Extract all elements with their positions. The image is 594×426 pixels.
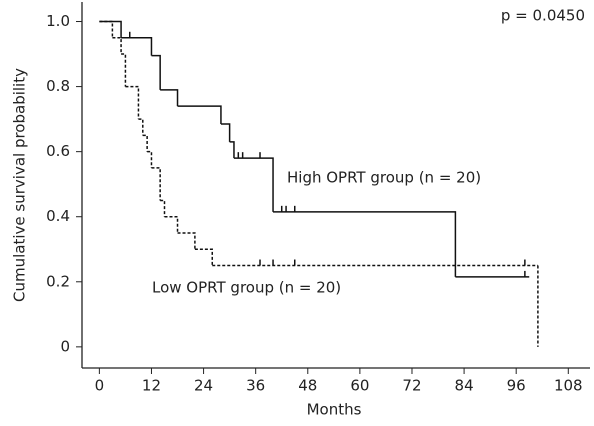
survival-step: [177, 232, 196, 250]
survival-step: [121, 37, 153, 56]
x-tick-label: 48: [298, 377, 317, 395]
x-tick-label: 0: [95, 377, 105, 395]
y-tick-label: 0.2: [46, 272, 70, 290]
p-value: p = 0.0450: [501, 7, 585, 25]
x-tick-label: 60: [350, 377, 369, 395]
x-tick-label: 96: [507, 377, 526, 395]
survival-step: [164, 215, 179, 233]
survival-step: [229, 141, 235, 159]
x-tick-label: 24: [194, 377, 213, 395]
survival-step: [160, 199, 166, 217]
survival-step: [138, 118, 144, 136]
y-tick-label: 0: [60, 337, 70, 355]
survival-step: [99, 20, 114, 38]
survival-step: [177, 105, 222, 124]
survival-step: [233, 157, 274, 212]
y-tick-label: 0.4: [46, 207, 70, 225]
survival-step: [194, 248, 214, 266]
survival-step: [273, 211, 457, 277]
survival-step: [151, 167, 161, 201]
survival-step: [147, 150, 153, 168]
x-tick-label: 84: [455, 377, 474, 395]
x-tick-label: 36: [246, 377, 265, 395]
survival-step: [99, 20, 122, 38]
survival-step: [121, 53, 127, 87]
x-tick-label: 72: [402, 377, 421, 395]
survival-step: [220, 123, 231, 142]
x-axis-title: Months: [307, 401, 362, 419]
x-tick-label: 12: [142, 377, 161, 395]
y-tick-label: 1.0: [46, 12, 70, 30]
survival-step: [112, 37, 122, 55]
x-tick-label: 108: [554, 377, 583, 395]
y-axis-title: Cumulative survival probability: [11, 68, 29, 302]
survival-step: [151, 54, 161, 90]
series-label: Low OPRT group (n = 20): [152, 279, 341, 297]
survival-step: [160, 89, 179, 107]
series-label: High OPRT group (n = 20): [287, 169, 481, 187]
survival-step: [142, 134, 148, 152]
survival-step: [125, 85, 140, 120]
y-tick-label: 0.8: [46, 77, 70, 95]
y-tick-label: 0.6: [46, 142, 70, 160]
